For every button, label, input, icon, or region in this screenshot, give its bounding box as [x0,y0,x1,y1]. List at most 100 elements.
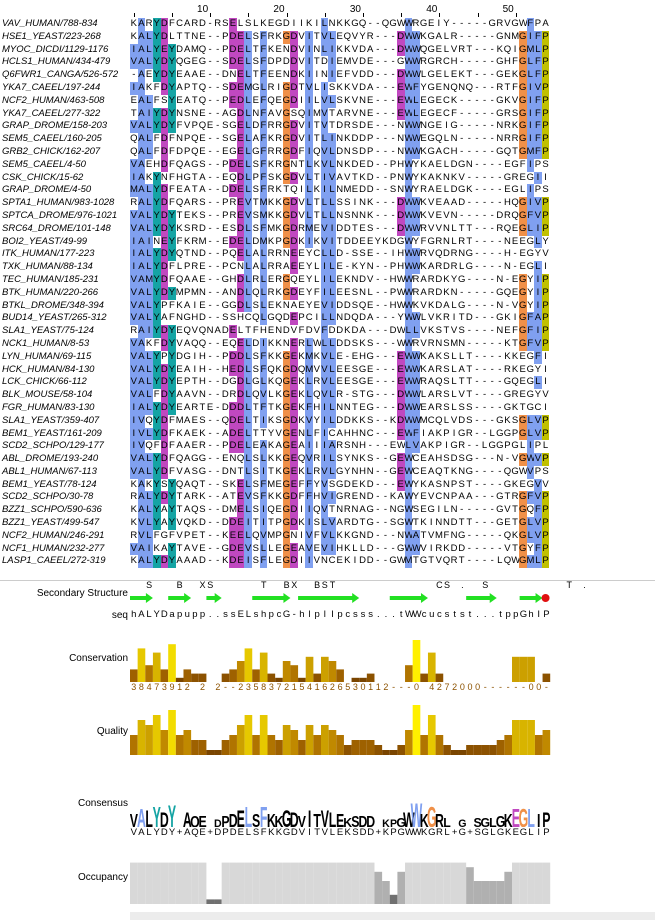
sequence-name[interactable]: SLA1_YEAST/75-124 [2,325,94,337]
conservation-bar [130,669,138,682]
sequence-row[interactable]: QA L FDFNPQE - - SGE L A F KRGDV I T L I NKDDP - - - NWWEG… [130,133,655,146]
sequence-name[interactable]: TXK_HUMAN/88-134 [2,261,93,273]
sequence-name[interactable]: CSK_CHICK/15-62 [2,171,84,183]
sequence-row[interactable]: I A L YDF L PRE - - PCN L A L RRAEEY L I L E - KYN - - PHWWKA… [130,261,655,274]
sequence-row[interactable]: VAEHDFQAGS - - PDE L S F KRGNT L KV L NKDED - - PHWYKA… [130,158,655,172]
sequence-row[interactable]: VA L YDYKSRD - - ESD L S FMKGDRMEV I DDT ES - - - DWWRV… [130,222,655,236]
sequence-name[interactable]: NCF2_HUMAN/246-291 [2,529,105,541]
sequence-name[interactable]: VAV_HUMAN/788-834 [2,18,98,29]
sequence-name[interactable]: MYOC_DICDI/1129-1176 [2,43,109,55]
sequence-name[interactable]: LASP1_CAEEL/272-319 [2,555,106,567]
sequence-name[interactable]: HCLS1_HUMAN/434-479 [2,56,111,68]
residue: D [236,401,245,415]
sequence-name[interactable]: SEM5_CAEEL/4-50 [2,158,86,170]
sequence-name[interactable]: HCK_HUMAN/84-130 [2,363,95,375]
sequence-row[interactable]: VA L YPYDG I H - - PDD L S F KKGEKMKV L E - EHG - - - EWWKA… [130,350,655,364]
sequence-row[interactable]: I V L YDF KAEK - - ADE L T T YVGEN L F I CAHHNC - - - EWF I A… [130,427,655,441]
sequence-row[interactable]: VAK FDYVAQQ - - EQE L D I KKNER LWL L DDSKS - - - WWRVR… [130,337,655,351]
sequence-row[interactable]: QA L FDFDPQE - - EGE LGFRRGDF I QV L DNSDP - - - NWWKG… [130,145,655,159]
sequence-row[interactable]: EA L F SYEA TQ - - PED L E FQEGD I I L V L SKVNE - - - EWL EG… [130,94,655,108]
sequence-row[interactable]: VA L YDYEP TH - - DGD LGL KQGEK L RV L EESGE - - - EWWRA… [130,376,655,390]
residue: K [275,389,282,401]
sequence-row[interactable]: KAKYSYQAQT - - SKE L S FMEGE F F YVSGDEKD - - - EWYKA… [130,478,655,492]
sequence-row[interactable]: KARYDFCARD - RSE L S L KEGD I I K I L NKKGQ - - QGWWRGE… [130,18,655,31]
sequence-name[interactable]: Q6FWR1_CANGA/526-572 [2,69,119,81]
residue: L [244,414,252,428]
residue: R [435,363,443,375]
sequence-row[interactable]: VA L YDYQGEG - - SDE L S FDPDDV I TD I EMVDE - - - GWWRG… [130,56,655,70]
sequence-name[interactable]: GRAP_DROME/4-50 [2,184,92,196]
residue: T [443,465,450,477]
residue: K [130,555,137,567]
sequence-name[interactable]: ITK_HUMAN/177-223 [2,248,95,260]
sequence-name[interactable]: ABL_DROME/193-240 [2,453,99,465]
sequence-row[interactable]: T A I YDYNSNE - - AGD L NF AVGSQ I MV T ARVNE - - - EWL EG… [130,107,655,121]
sequence-row[interactable]: RA L YDFQARS - - PREV TMKKGDV L T L L SS I NK - - - DWWKV… [130,197,655,210]
sequence-row[interactable]: I AK FDYAP TQ - - SDEMGL R I GDT V L I SKKVDA - - - EWF YG… [130,81,655,95]
sequence-row[interactable]: I AKYNFHGT A - - EQD L P F SKGDV L T I VAV T KD - - PNWYKA… [130,171,655,185]
sequence-row[interactable]: VA I KAY T AVE - - GDEVS L L EGEAVEV I HK L L D - - - GWWV I… [130,542,655,556]
sequence-name[interactable]: BZZ1_YEAST/499-547 [2,517,100,529]
sequence-name[interactable]: ABL1_HUMAN/67-113 [2,465,97,477]
sequence-name[interactable]: SRC64_DROME/101-148 [2,222,111,234]
sequence-row[interactable]: RV L FGF VPE T - - KEE LQVMPGN I V F V L KKGND - - - NWA T V… [130,529,655,543]
sequence-name[interactable]: SCD2_SCHPO/129-177 [2,440,104,452]
sequence-row[interactable]: VA L YDYEA I H - - HED L S FQKGDQMVV L EESGE - - - EWWKA… [130,363,655,377]
conservation-number: 6 [337,682,343,692]
sequence-name[interactable]: NCK1_HUMAN/8-53 [2,337,90,349]
sequence-row[interactable]: RA I YDYEQVQNADE L T FHENDV FDV FDDKDA - - - DWL L VK… [130,325,655,338]
sequence-name[interactable]: SEM5_CAEEL/160-205 [2,133,102,145]
sequence-name[interactable]: YKA7_CAEEL/197-244 [2,81,101,93]
sequence-row[interactable]: VA L YDFQAGG - - ENQL S L KKGEQVR I L SYNKS - - GEWCEA… [130,453,655,466]
sequence-row[interactable]: RA L YDY T ARK - - A T EVS F KKGDF FHV I GREND - - KAWYEV… [130,491,655,505]
sequence-row[interactable]: I A L YDYEART E - DDD L T F T KGEK FH I L NNT EG - - - DWWEA… [130,401,655,415]
sequence-name[interactable]: BTK_HUMAN/220-266 [2,286,99,298]
sequence-row[interactable]: VA L FDYAAVN - - DRD LQV L KGEK LQV L R - S TG - - - DWWL A… [130,389,655,402]
sequence-row[interactable]: - AEYDYEAAE - - DNE L T F EENDK I I N I E F VDD - - - DWWLG… [130,69,655,82]
sequence-row[interactable]: I A I NEY F KRM - - EDE L DMKPGDK I KV I TDDEEYKDGWY FG… [130,235,655,249]
sequence-row[interactable]: VA L YDY T EKS - - PREVSMKKGDV L T L L NSNNK - - - DWWKV… [130,209,655,223]
sequence-name[interactable]: BEM1_YEAST/78-124 [2,478,97,490]
sequence-name[interactable]: BOI2_YEAST/49-99 [2,235,88,247]
sequence-row[interactable]: I VQFDF AAER - - PDE L EAKAGEA I I I ARSNH - - - EWL VAK… [130,440,655,454]
sequence-row[interactable]: VA L YP F KA I E - - GGD L S L EKNAEYEV I DDSQE - - HWWKVK… [130,299,655,313]
sequence-row[interactable]: VA L YDYMPMN - - AND LQL RKGDEY F I L EESN L - - PWWRAR… [130,286,655,300]
sequence-name[interactable]: LYN_HUMAN/69-115 [2,350,92,362]
residue: D [221,376,229,388]
sequence-row[interactable]: I VQYDFMAES - - QDE L T I KSGDKVY I L DDKKS - - KDWWMC… [130,414,655,428]
sequence-name[interactable]: TEC_HUMAN/185-231 [2,273,99,285]
sequence-name[interactable]: SPTA1_HUMAN/983-1028 [2,197,115,209]
sequence-row[interactable]: VA L YDF VASG - - DNT L S I T KGEK L RV LGYNHN - - GEWCEA… [130,465,655,479]
horizontal-scrollbar[interactable] [130,912,655,920]
sequence-name[interactable]: SPTCA_DROME/976-1021 [2,209,118,221]
sequence-row[interactable]: VA L YDY F VPQE - SGE L DFRRGDV I T V TDRSDE - - - NWWNG… [130,120,655,134]
sequence-row[interactable]: KA L YD L T TNE - - PDE L S FRKGDV I T V L EQVYR - - - DWWKG… [130,30,655,44]
sequence-row[interactable]: KA L YDYAAAD - - KDE I S F L EGD I I VNCEK I DD - - GWMTGT… [130,555,655,569]
sequence-name[interactable]: BUD14_YEAST/265-312 [2,312,107,324]
sequence-row[interactable]: I A L YEYDAMQ - - PDE L T F KENDV I N L I KKVDA - - - DWWQG… [130,43,655,57]
sequence-row[interactable]: KV L YAYVQKD - - DDE I T I T PGDK I S L VARDTG - - SGWT K I… [130,517,655,530]
residue: L [145,376,153,390]
sequence-name[interactable]: BTKL_DROME/348-394 [2,299,104,311]
sequence-name[interactable]: NCF1_HUMAN/232-277 [2,542,105,554]
sequence-name[interactable]: GRAP_DROME/158-203 [2,120,108,132]
residue: G [427,43,435,55]
sequence-name[interactable]: NCF2_HUMAN/463-508 [2,94,105,106]
sequence-row[interactable]: MA L YDF EA T A - - DDE L S FRK TQ I L K I L NMEDD - - SNWYRA… [130,184,655,198]
sequence-row[interactable]: VAMYDFQAAE - - GHD L R L ERGQEY L I L EKNDV - - HWWRAR… [130,273,655,287]
sequence-name[interactable]: HSE1_YEAST/223-268 [2,30,101,42]
sequence-name[interactable]: BLK_MOUSE/58-104 [2,389,93,401]
sequence-name[interactable]: LCK_CHICK/66-112 [2,376,87,388]
sequence-row[interactable]: KA L YAY T AQS - - DME L S I QEGD I I QV TNRNAG - - NGWSEG… [130,504,655,518]
sequence-name[interactable]: BEM1_YEAST/161-209 [2,427,102,439]
residue: T [283,184,290,196]
sequence-name[interactable]: FGR_HUMAN/83-130 [2,401,95,413]
sequence-name[interactable]: SCD2_SCHPO/30-78 [2,491,94,503]
sequence-row[interactable]: I A L YDYQTND - - PQE L A L RRNEEYC L L D - SSE - - I HWWRV… [130,248,655,262]
sequence-name[interactable]: GRB2_CHICK/162-207 [2,145,101,157]
sequence-name[interactable]: BZZ1_SCHPO/590-636 [2,504,102,516]
sequence-row[interactable]: VA L YA FNGHD - - SSHCQLGQDEPC I L L NDQDA - - - YWWL V… [130,312,655,326]
sequence-name[interactable]: YKA7_CAEEL/277-322 [2,107,101,119]
sequence-name[interactable]: SLA1_YEAST/359-407 [2,414,100,426]
conservation-bar [328,661,337,682]
